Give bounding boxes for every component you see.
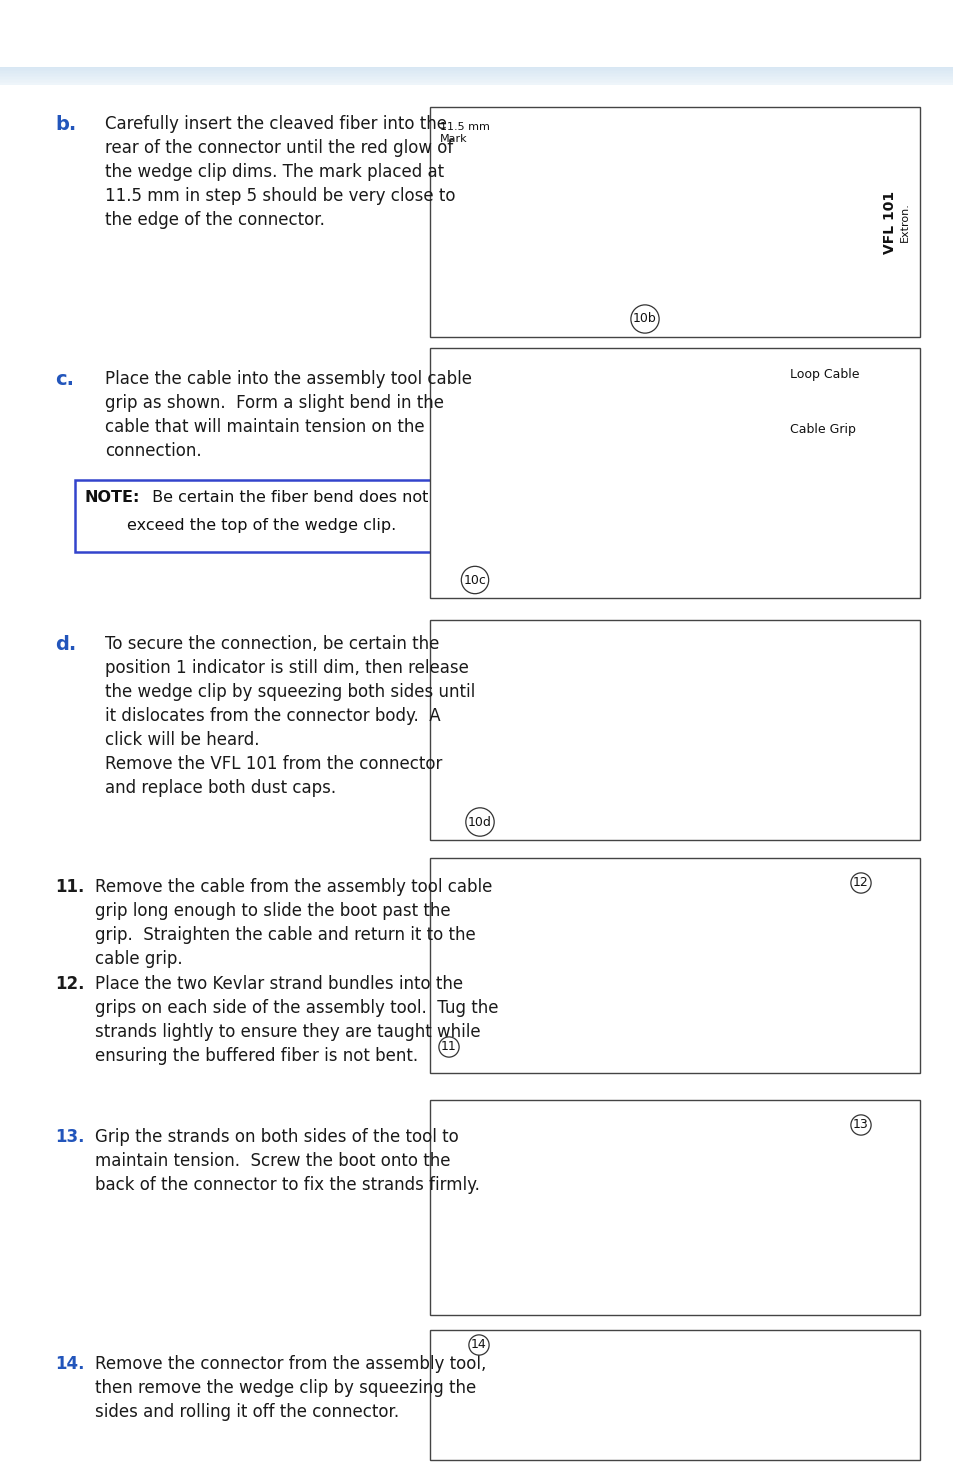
Text: the wedge clip by squeezing both sides until: the wedge clip by squeezing both sides u…: [105, 683, 475, 701]
Bar: [0, 74, 953, 75]
Text: 10b: 10b: [633, 313, 657, 326]
Text: Cable Grip: Cable Grip: [789, 423, 855, 437]
Bar: [0, 83, 953, 84]
Text: To secure the connection, be certain the: To secure the connection, be certain the: [105, 636, 439, 653]
Text: Extron.: Extron.: [899, 202, 909, 242]
Text: Be certain the fiber bend does not: Be certain the fiber bend does not: [147, 490, 428, 504]
Bar: [430, 858, 919, 1072]
Text: maintain tension.  Screw the boot onto the: maintain tension. Screw the boot onto th…: [95, 1152, 450, 1170]
Bar: [0, 68, 953, 69]
Bar: [0, 80, 953, 81]
Text: b.: b.: [55, 115, 76, 134]
Bar: [0, 81, 953, 83]
Text: 10c: 10c: [463, 574, 486, 587]
Text: 11: 11: [440, 1040, 456, 1053]
Text: it dislocates from the connector body.  A: it dislocates from the connector body. A: [105, 707, 440, 726]
Text: back of the connector to fix the strands firmly.: back of the connector to fix the strands…: [95, 1176, 479, 1193]
Text: 10d: 10d: [468, 816, 492, 829]
Text: grip.  Straighten the cable and return it to the: grip. Straighten the cable and return it…: [95, 926, 476, 944]
Bar: [0, 69, 953, 71]
Text: the edge of the connector.: the edge of the connector.: [105, 211, 325, 229]
Text: Loop Cable: Loop Cable: [789, 367, 859, 381]
Text: position 1 indicator is still dim, then release: position 1 indicator is still dim, then …: [105, 659, 468, 677]
Text: then remove the wedge clip by squeezing the: then remove the wedge clip by squeezing …: [95, 1379, 476, 1397]
Text: c.: c.: [55, 370, 74, 389]
Bar: [430, 1330, 919, 1460]
Bar: [430, 108, 919, 336]
Text: d.: d.: [55, 636, 76, 653]
Text: 11.5 mm in step 5 should be very close to: 11.5 mm in step 5 should be very close t…: [105, 187, 455, 205]
Text: and replace both dust caps.: and replace both dust caps.: [105, 779, 335, 797]
Bar: [75, 479, 435, 552]
Bar: [0, 66, 953, 68]
Text: 13: 13: [852, 1118, 868, 1131]
Text: grip long enough to slide the boot past the: grip long enough to slide the boot past …: [95, 903, 450, 920]
Text: VFL 101: VFL 101: [882, 190, 896, 254]
Text: sides and rolling it off the connector.: sides and rolling it off the connector.: [95, 1403, 398, 1420]
Bar: [0, 71, 953, 72]
Text: cable that will maintain tension on the: cable that will maintain tension on the: [105, 417, 424, 437]
Text: connection.: connection.: [105, 442, 201, 460]
Text: 12: 12: [852, 876, 868, 889]
Text: 13.: 13.: [55, 1128, 85, 1146]
Text: 14.: 14.: [55, 1356, 85, 1373]
Bar: [0, 78, 953, 80]
Text: NOTE:: NOTE:: [85, 490, 140, 504]
Text: rear of the connector until the red glow of: rear of the connector until the red glow…: [105, 139, 453, 156]
Bar: [430, 1100, 919, 1316]
Text: 11.5 mm
Mark: 11.5 mm Mark: [439, 122, 489, 143]
Text: Remove the VFL 101 from the connector: Remove the VFL 101 from the connector: [105, 755, 442, 773]
Text: Grip the strands on both sides of the tool to: Grip the strands on both sides of the to…: [95, 1128, 458, 1146]
Text: 14: 14: [471, 1338, 486, 1351]
Text: the wedge clip dims. The mark placed at: the wedge clip dims. The mark placed at: [105, 164, 444, 181]
Text: Place the cable into the assembly tool cable: Place the cable into the assembly tool c…: [105, 370, 472, 388]
Text: grip as shown.  Form a slight bend in the: grip as shown. Form a slight bend in the: [105, 394, 443, 412]
Text: grips on each side of the assembly tool.  Tug the: grips on each side of the assembly tool.…: [95, 999, 498, 1016]
Text: 12.: 12.: [55, 975, 85, 993]
Text: Place the two Kevlar strand bundles into the: Place the two Kevlar strand bundles into…: [95, 975, 462, 993]
Text: 11.: 11.: [55, 878, 84, 895]
Text: strands lightly to ensure they are taught while: strands lightly to ensure they are taugh…: [95, 1024, 480, 1041]
Bar: [0, 72, 953, 74]
Text: Remove the connector from the assembly tool,: Remove the connector from the assembly t…: [95, 1356, 486, 1373]
Bar: [430, 620, 919, 839]
Text: exceed the top of the wedge clip.: exceed the top of the wedge clip.: [127, 518, 395, 532]
Bar: [430, 348, 919, 597]
Bar: [0, 77, 953, 78]
Bar: [0, 75, 953, 77]
Text: ensuring the buffered fiber is not bent.: ensuring the buffered fiber is not bent.: [95, 1047, 417, 1065]
Text: click will be heard.: click will be heard.: [105, 732, 259, 749]
Text: Carefully insert the cleaved fiber into the: Carefully insert the cleaved fiber into …: [105, 115, 447, 133]
Text: Remove the cable from the assembly tool cable: Remove the cable from the assembly tool …: [95, 878, 492, 895]
Text: cable grip.: cable grip.: [95, 950, 182, 968]
